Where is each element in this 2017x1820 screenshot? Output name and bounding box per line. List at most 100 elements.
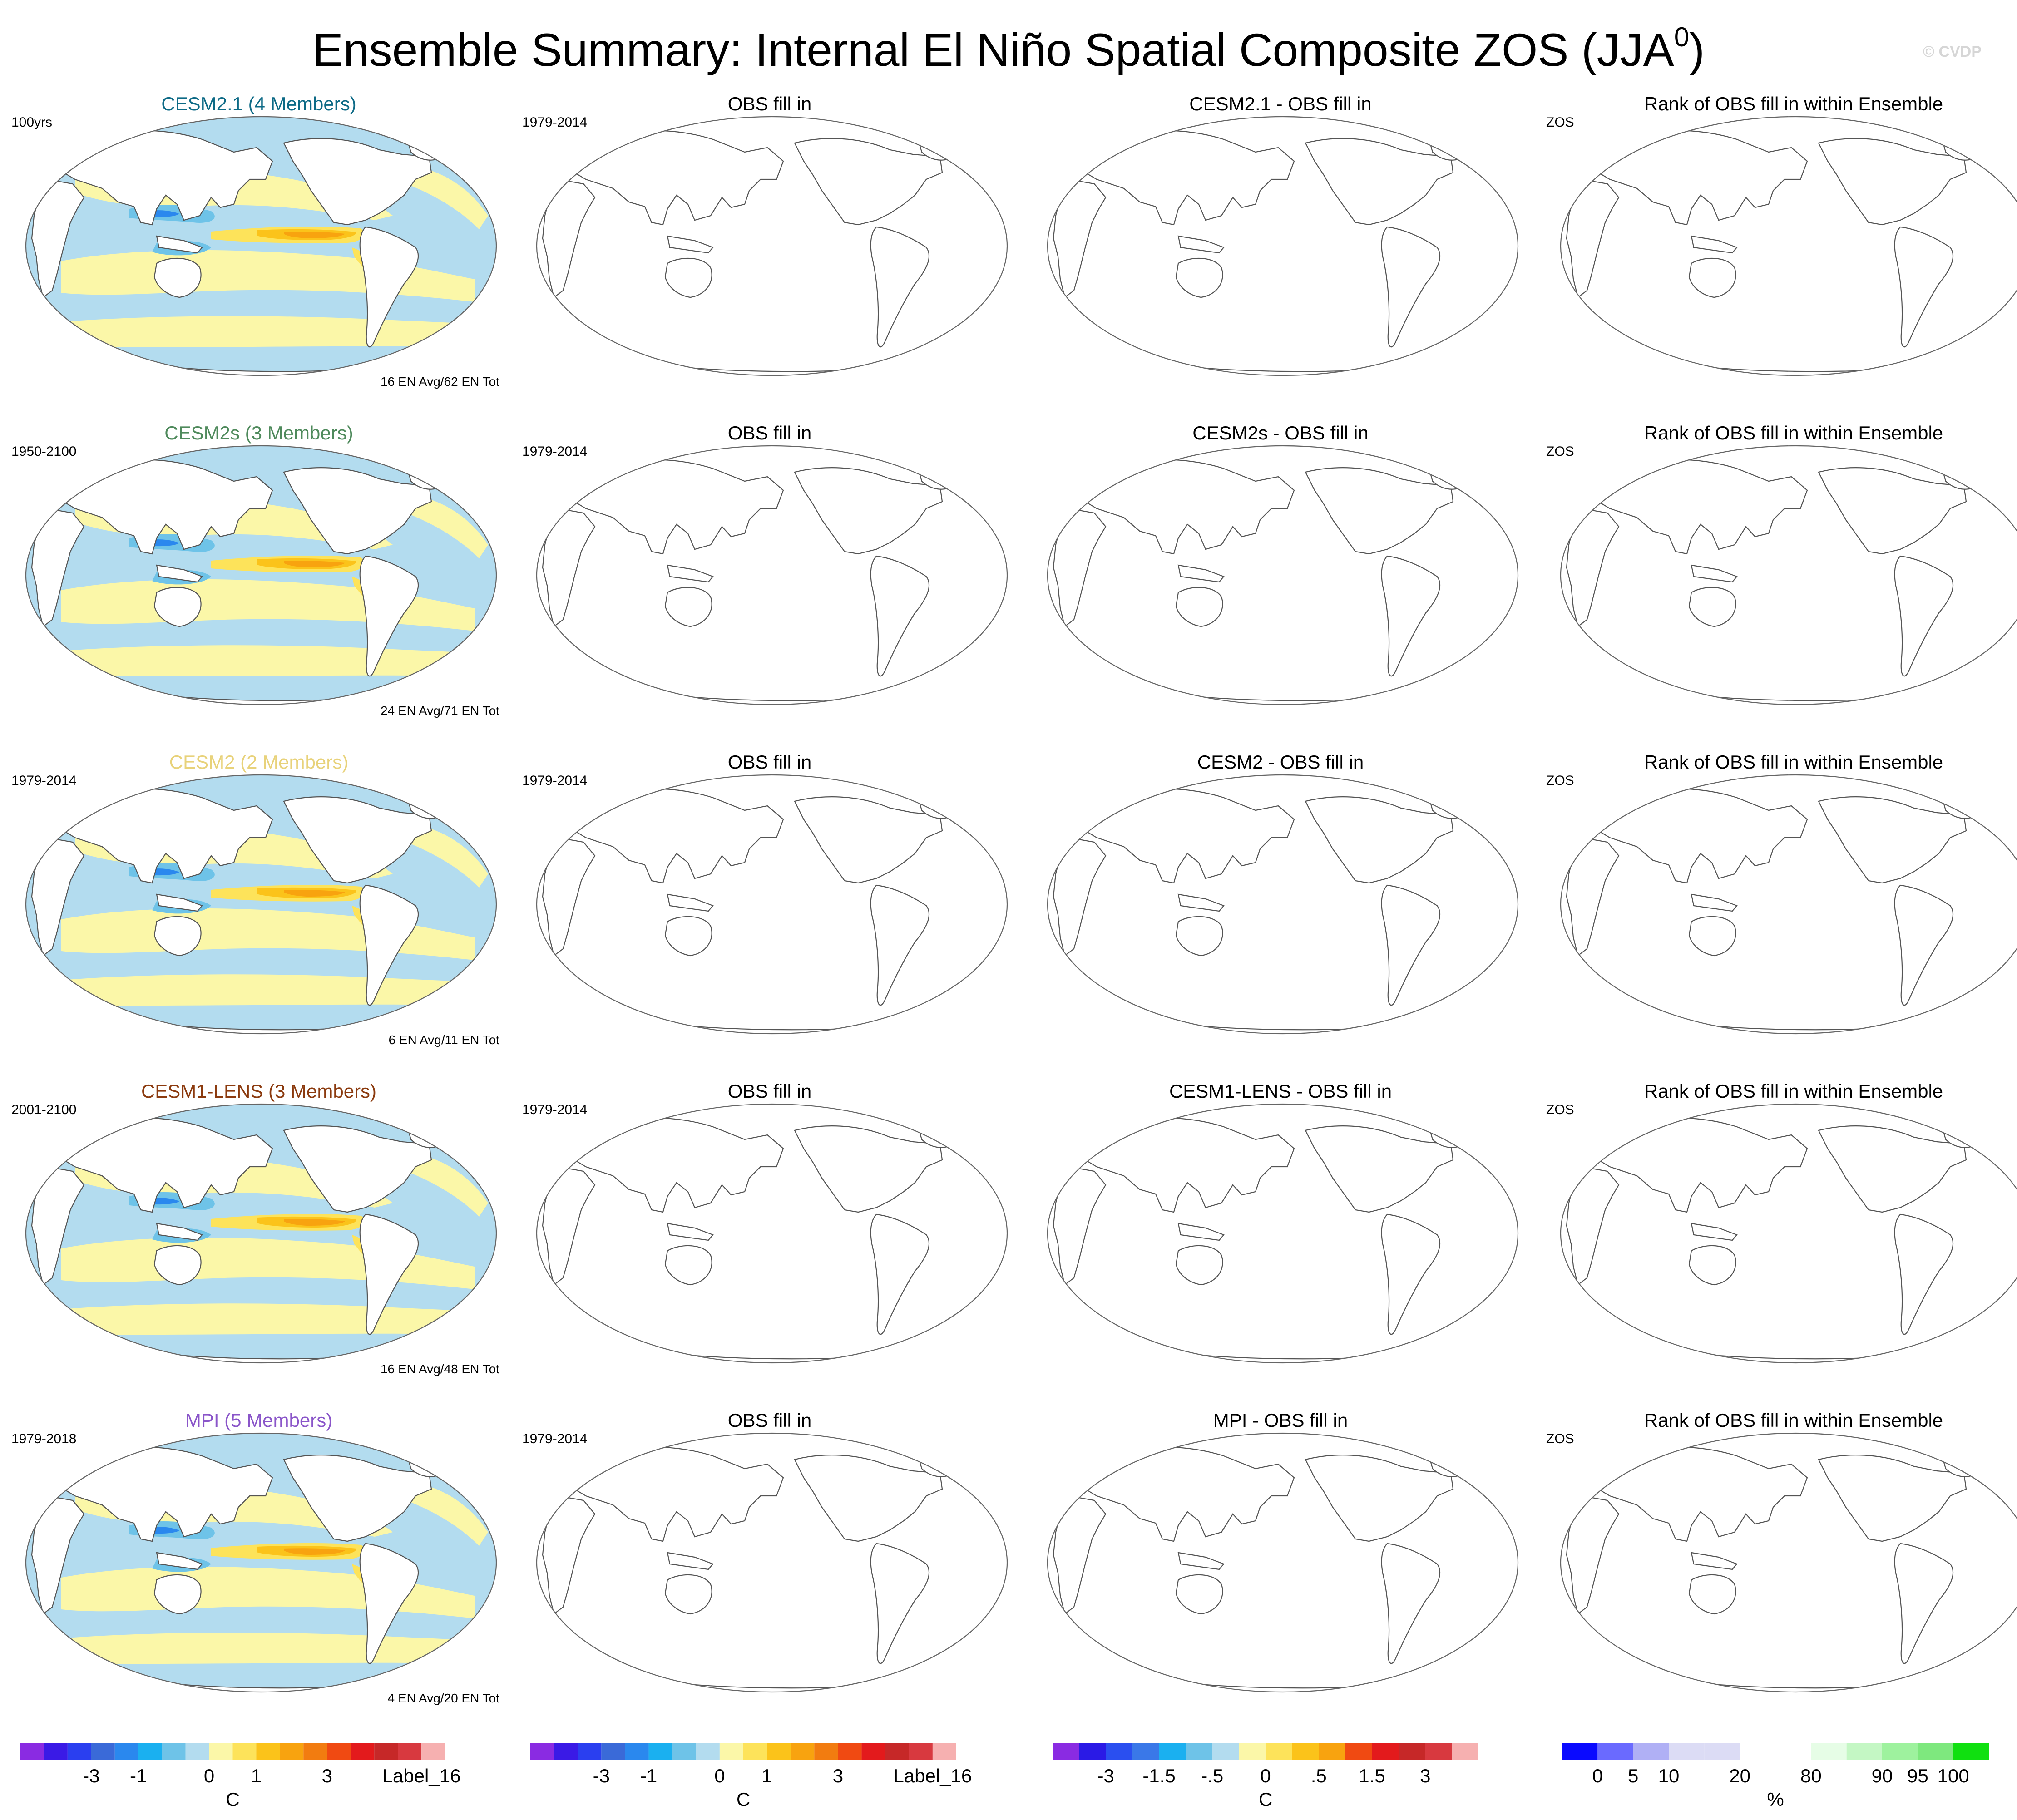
panel-title-obs: OBS fill in bbox=[727, 1080, 812, 1102]
colorbar-box bbox=[280, 1743, 304, 1760]
colorbar-tick-label: -1 bbox=[130, 1765, 147, 1786]
panel-title-rank: Rank of OBS fill in within Ensemble bbox=[1644, 422, 1943, 444]
land-northAmerica bbox=[283, 138, 432, 226]
land-europeAfrica bbox=[1053, 1166, 1107, 1286]
colorbar-box bbox=[1053, 1743, 1079, 1760]
panel-period-label: 1979-2014 bbox=[11, 773, 77, 788]
land-europeAfrica bbox=[31, 1166, 85, 1286]
map-panel-model-row3: CESM2 (2 Members) .outline{fill:none;str… bbox=[9, 751, 509, 1078]
land-australia bbox=[664, 587, 712, 627]
colorbar-tick-label: Label_16 bbox=[382, 1765, 461, 1786]
composite-map: .outline{fill:none;stroke:#666;stroke-wi… bbox=[25, 1432, 497, 1693]
colorbar-box bbox=[374, 1743, 398, 1760]
land-europeAfrica bbox=[1053, 178, 1107, 298]
land-northAmerica bbox=[283, 796, 432, 884]
panel-period-label: 2001-2100 bbox=[11, 1102, 77, 1117]
colorbar-box bbox=[1633, 1743, 1669, 1760]
colorbar-tick-label: 20 bbox=[1729, 1765, 1751, 1786]
colorbar-tick-label: 0 bbox=[1260, 1765, 1271, 1786]
empty-world-map: .outline{fill:none;stroke:#666;stroke-wi… bbox=[1047, 774, 1519, 1035]
colorbar-tick-label: 90 bbox=[1871, 1765, 1893, 1786]
land-indonesia bbox=[156, 235, 203, 254]
land-indonesia bbox=[156, 1552, 203, 1570]
colorbar-box bbox=[1425, 1743, 1452, 1760]
land-asia bbox=[1073, 1117, 1295, 1213]
land-europeAfrica bbox=[1053, 837, 1107, 957]
colorbar-box bbox=[1811, 1743, 1847, 1760]
colorbar-box bbox=[114, 1743, 138, 1760]
land-australia bbox=[664, 1574, 712, 1615]
colorbar-3: -3 -1.5 -.5 0 .5 1.5 3 C bbox=[1053, 1742, 1478, 1815]
colorbar-box bbox=[1372, 1743, 1399, 1760]
colorbar-box bbox=[1319, 1743, 1345, 1760]
colorbar-box bbox=[696, 1743, 720, 1760]
colorbar-boxes bbox=[1053, 1743, 1478, 1760]
colorbar-unit-label: C bbox=[226, 1789, 240, 1810]
colorbar-boxes bbox=[530, 1743, 956, 1760]
colorbar-box bbox=[162, 1743, 186, 1760]
panel-period-label: 1979-2014 bbox=[522, 444, 588, 459]
map-panel-diff-row5: MPI - OBS fill in .outline{fill:none;str… bbox=[1031, 1410, 1530, 1736]
land-northAmerica bbox=[794, 1455, 943, 1542]
cvdp-watermark: © CVDP bbox=[1923, 43, 1982, 60]
land-southAmerica bbox=[1381, 1543, 1441, 1664]
panel-event-count: 16 EN Avg/48 EN Tot bbox=[380, 1362, 499, 1376]
empty-world-map: .outline{fill:none;stroke:#666;stroke-wi… bbox=[1560, 1103, 2017, 1364]
panel-title-model: CESM2s (3 Members) bbox=[164, 422, 353, 444]
land-australia bbox=[664, 257, 712, 298]
empty-world-map: .outline{fill:none;stroke:#666;stroke-wi… bbox=[1047, 1432, 1519, 1693]
composite-map: .outline{fill:none;stroke:#666;stroke-wi… bbox=[25, 1103, 497, 1364]
colorbar-tick-label: -1.5 bbox=[1142, 1765, 1176, 1786]
land-asia bbox=[1586, 1446, 1808, 1542]
panel-period-label: 100yrs bbox=[11, 115, 53, 130]
panel-title-model: CESM1-LENS (3 Members) bbox=[141, 1080, 377, 1102]
land-australia bbox=[153, 1245, 202, 1286]
colorbar-box bbox=[1452, 1743, 1478, 1760]
colorbar-box bbox=[1266, 1743, 1292, 1760]
panel-period-label: 1979-2014 bbox=[522, 773, 588, 788]
panel-title-diff: CESM2.1 - OBS fill in bbox=[1189, 93, 1372, 114]
land-australia bbox=[1688, 916, 1736, 957]
map-panel-diff-row2: CESM2s - OBS fill in .outline{fill:none;… bbox=[1031, 422, 1530, 749]
land-australia bbox=[1175, 1245, 1223, 1286]
colorbar-2: -3 -1 0 1 3 Label_16 C bbox=[530, 1742, 972, 1815]
figure-title-close: ) bbox=[1689, 24, 1705, 76]
land-australia bbox=[1175, 1574, 1223, 1615]
map-panel-obs-row1: OBS fill in .outline{fill:none;stroke:#6… bbox=[520, 93, 1019, 420]
panel-title-obs: OBS fill in bbox=[727, 93, 812, 114]
panel-event-count: 6 EN Avg/11 EN Tot bbox=[388, 1033, 499, 1047]
colorbar-box bbox=[1399, 1743, 1425, 1760]
land-australia bbox=[664, 916, 712, 957]
land-indonesia bbox=[667, 564, 714, 583]
colorbar-box bbox=[44, 1743, 68, 1760]
panel-title-obs: OBS fill in bbox=[727, 1410, 812, 1431]
land-australia bbox=[1175, 257, 1223, 298]
land-indonesia bbox=[1177, 235, 1225, 254]
map-panel-obs-row5: OBS fill in .outline{fill:none;stroke:#6… bbox=[520, 1410, 1019, 1736]
colorbar-box bbox=[743, 1743, 767, 1760]
map-panel-model-row1: CESM2.1 (4 Members) .outline{fill:none;s… bbox=[9, 93, 509, 420]
panel-period-label: ZOS bbox=[1546, 773, 1574, 788]
land-southAmerica bbox=[1894, 555, 1954, 677]
land-asia bbox=[562, 1446, 784, 1542]
land-australia bbox=[1688, 1574, 1736, 1615]
land-australia bbox=[153, 916, 202, 957]
panel-period-label: ZOS bbox=[1546, 1431, 1574, 1446]
land-southAmerica bbox=[1894, 226, 1954, 348]
panel-event-count: 4 EN Avg/20 EN Tot bbox=[387, 1691, 499, 1705]
panel-title-model: CESM2.1 (4 Members) bbox=[161, 93, 356, 114]
land-australia bbox=[664, 1245, 712, 1286]
map-panel-diff-row4: CESM1-LENS - OBS fill in .outline{fill:n… bbox=[1031, 1080, 1530, 1407]
colorbar-box bbox=[1159, 1743, 1186, 1760]
panel-period-label: ZOS bbox=[1546, 115, 1574, 130]
colorbar-box bbox=[256, 1743, 280, 1760]
colorbar-tick-label: 3 bbox=[1420, 1765, 1431, 1786]
colorbar-box bbox=[209, 1743, 233, 1760]
land-indonesia bbox=[667, 235, 714, 254]
colorbar-box bbox=[814, 1743, 838, 1760]
colorbar-unit-label: % bbox=[1767, 1789, 1784, 1810]
land-southAmerica bbox=[359, 555, 419, 677]
land-southAmerica bbox=[870, 555, 930, 677]
colorbar-4: 0 5 10 20 80 90 95 100% bbox=[1562, 1742, 1989, 1815]
colorbar-box bbox=[303, 1743, 327, 1760]
